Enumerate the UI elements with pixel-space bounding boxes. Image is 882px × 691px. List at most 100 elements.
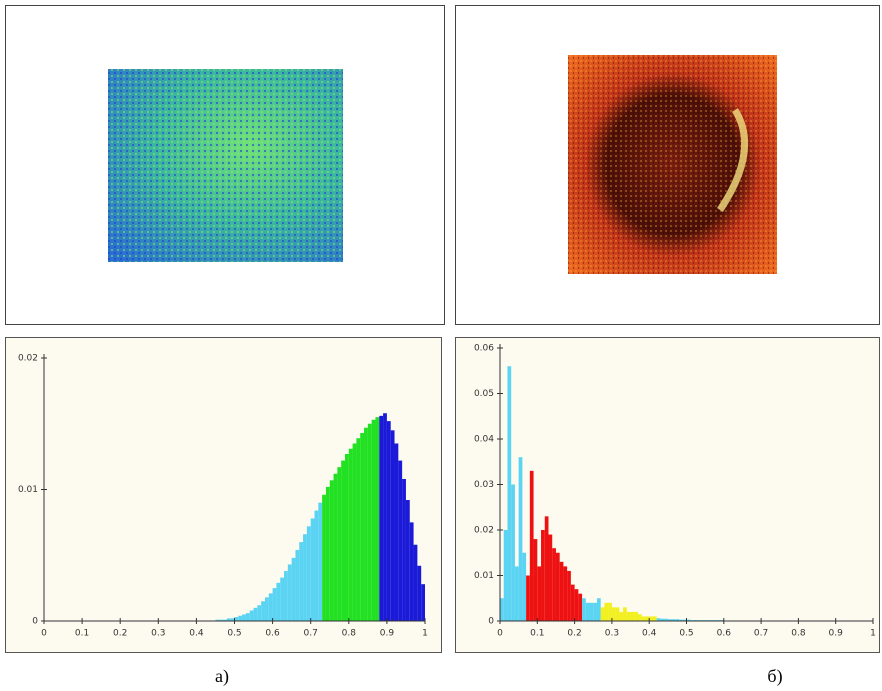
bar: [276, 582, 281, 621]
bar: [242, 614, 246, 621]
bar: [679, 619, 683, 621]
bar: [371, 419, 376, 621]
bar: [555, 552, 560, 621]
bar: [645, 616, 650, 621]
bar: [310, 518, 315, 621]
bar: [634, 611, 639, 621]
x-tick-label: 0.7: [304, 629, 318, 639]
bar: [552, 548, 556, 621]
bar: [518, 457, 523, 621]
bar: [264, 597, 269, 621]
bar: [314, 510, 319, 621]
bar: [390, 430, 395, 621]
bar: [567, 570, 571, 621]
bar: [417, 565, 422, 621]
bar: [272, 588, 277, 621]
bar: [322, 494, 326, 621]
bar: [686, 619, 691, 621]
bar: [398, 460, 403, 621]
bar: [638, 614, 642, 621]
bar: [383, 413, 387, 621]
bar: [511, 484, 515, 621]
x-tick-label: 0.6: [265, 629, 280, 639]
bar: [526, 575, 530, 621]
bar: [394, 443, 399, 621]
bar: [626, 611, 631, 621]
y-tick-label: 0.01: [18, 485, 38, 495]
bar: [245, 613, 250, 621]
bar: [280, 577, 285, 621]
x-tick-label: 0.3: [151, 629, 165, 639]
bar: [604, 602, 609, 621]
y-tick-label: 0.02: [18, 354, 38, 364]
bar: [664, 618, 668, 621]
bar: [215, 619, 220, 621]
bar: [348, 448, 353, 621]
x-tick-label: 0.1: [530, 629, 544, 639]
bar: [386, 421, 391, 621]
bar: [600, 607, 605, 621]
bar: [268, 593, 273, 621]
bar: [306, 526, 311, 621]
bar: [682, 619, 687, 621]
bar: [409, 522, 414, 621]
bar: [329, 480, 334, 621]
bar: [589, 602, 594, 621]
image-texture: [568, 55, 777, 274]
bar: [356, 438, 361, 621]
x-tick-label: 0.8: [342, 629, 357, 639]
bar: [261, 601, 265, 621]
y-tick-label: 0: [32, 617, 38, 627]
bar: [337, 467, 342, 621]
bar: [352, 443, 357, 621]
image-highlight: [717, 108, 749, 212]
bar: [675, 619, 680, 621]
x-tick-label: 0: [497, 629, 503, 639]
bar: [596, 598, 601, 621]
x-tick-label: 0.4: [642, 629, 657, 639]
bar: [503, 530, 508, 621]
bar: [522, 552, 527, 621]
y-tick-label: 0.03: [474, 480, 494, 490]
bar: [623, 607, 627, 621]
y-tick-label: 0: [488, 617, 494, 627]
bar: [364, 427, 368, 621]
bar: [421, 584, 425, 621]
bar: [402, 478, 406, 621]
bar: [615, 607, 620, 621]
bar: [563, 566, 568, 621]
image-texture: [108, 69, 343, 262]
bar: [360, 432, 365, 621]
bar: [593, 602, 597, 621]
x-tick-label: 0.9: [829, 629, 844, 639]
bar: [619, 611, 624, 621]
bar: [630, 611, 635, 621]
x-tick-label: 0.7: [754, 629, 768, 639]
x-tick-label: 0.4: [189, 629, 204, 639]
x-tick-label: 0: [41, 629, 47, 639]
bar: [375, 417, 380, 621]
bar: [541, 530, 545, 621]
bar: [291, 557, 296, 621]
bar: [578, 593, 583, 621]
y-tick-label: 0.02: [474, 526, 494, 536]
bar: [257, 605, 262, 621]
bar: [671, 619, 676, 621]
bar: [660, 618, 665, 621]
bar: [303, 534, 307, 621]
x-tick-label: 0.6: [717, 629, 732, 639]
bar: [413, 544, 418, 621]
bar: [223, 619, 227, 621]
x-tick-label: 0.2: [567, 629, 581, 639]
x-tick-label: 0.5: [227, 629, 241, 639]
y-tick-label: 0.05: [474, 389, 494, 399]
bar: [548, 534, 553, 621]
bar: [544, 516, 549, 621]
bar: [287, 564, 292, 621]
x-tick-label: 1: [870, 629, 876, 639]
x-tick-label: 1: [422, 629, 428, 639]
bar: [641, 616, 646, 621]
bar: [533, 539, 538, 621]
bar: [367, 423, 372, 621]
